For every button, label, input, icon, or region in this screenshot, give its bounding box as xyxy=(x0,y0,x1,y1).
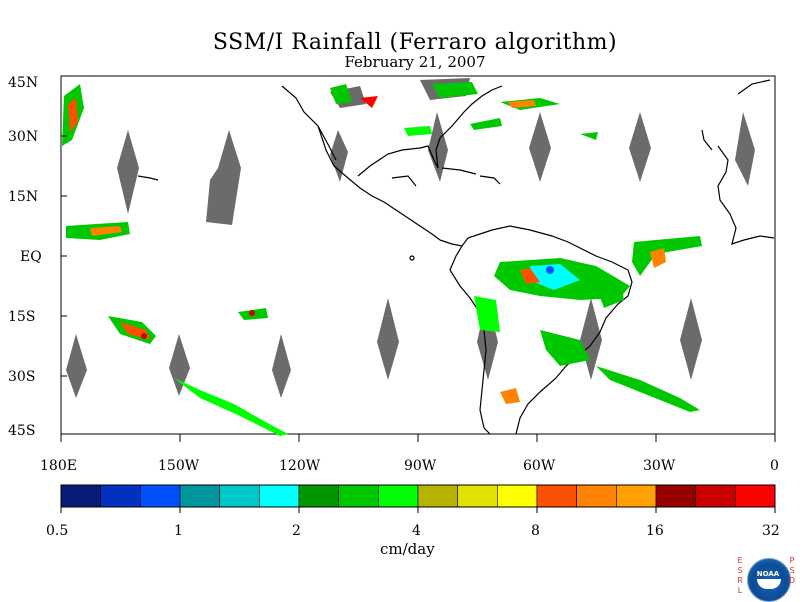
colorbar-swatch xyxy=(576,484,617,508)
colorbar-swatch xyxy=(417,484,458,508)
lon-label: 90W xyxy=(404,458,437,474)
lat-label: 15N xyxy=(8,189,38,205)
lon-label: 60W xyxy=(523,458,556,474)
noaa-seal-text: NOAA xyxy=(756,570,780,578)
no-data-swaths xyxy=(66,78,755,398)
lat-label: EQ xyxy=(20,249,42,265)
lat-label: 30S xyxy=(8,369,35,385)
colorbar-swatch xyxy=(655,484,696,508)
colorbar-tick-label: 32 xyxy=(762,523,780,539)
lat-label: 45S xyxy=(8,423,35,439)
colorbar-swatch xyxy=(259,484,300,508)
colorbar-tick-label: 1 xyxy=(174,523,183,539)
lon-label: 120W xyxy=(279,458,321,474)
rainfall-patches xyxy=(62,82,702,436)
colorbar-swatch xyxy=(338,484,379,508)
lon-label: 180E xyxy=(40,458,77,474)
colorbar-swatch xyxy=(60,484,101,508)
map-title: SSM/I Rainfall (Ferraro algorithm) xyxy=(212,30,618,55)
colorbar-swatch xyxy=(100,484,141,508)
colorbar-swatch xyxy=(457,484,498,508)
lat-label: 15S xyxy=(8,309,35,325)
colorbar-swatch xyxy=(497,484,538,508)
lat-label: 45N xyxy=(8,75,38,91)
colorbar-swatch xyxy=(536,484,577,508)
colorbar-unit-label: cm/day xyxy=(380,540,435,558)
noaa-seal-icon xyxy=(747,558,791,602)
colorbar-swatch xyxy=(378,484,419,508)
lon-label: 0 xyxy=(770,458,779,474)
colorbar-labels: 0.5 1 2 4 8 16 32 xyxy=(46,523,780,539)
lat-label: 30N xyxy=(8,129,38,145)
colorbar-swatch xyxy=(179,484,220,508)
colorbar-tick-label: 16 xyxy=(646,523,664,539)
colorbar-swatch xyxy=(735,484,776,508)
colorbar-swatch xyxy=(298,484,339,508)
colorbar xyxy=(60,484,776,513)
latitude-labels: 45N 30N 15N EQ 15S 30S 45S xyxy=(8,75,42,439)
lon-label: 30W xyxy=(643,458,676,474)
colorbar-tick-label: 8 xyxy=(531,523,540,539)
colorbar-swatch xyxy=(140,484,181,508)
colorbar-swatch xyxy=(695,484,736,508)
lon-label: 150W xyxy=(158,458,200,474)
map-date: February 21, 2007 xyxy=(344,53,486,71)
colorbar-swatch xyxy=(616,484,657,508)
colorbar-tick-label: 0.5 xyxy=(46,523,68,539)
colorbar-tick-label: 2 xyxy=(292,523,301,539)
axis-ticks xyxy=(60,75,776,442)
colorbar-swatch xyxy=(219,484,260,508)
colorbar-tick-label: 4 xyxy=(412,523,421,539)
longitude-labels: 180E 150W 120W 90W 60W 30W 0 xyxy=(40,458,779,474)
